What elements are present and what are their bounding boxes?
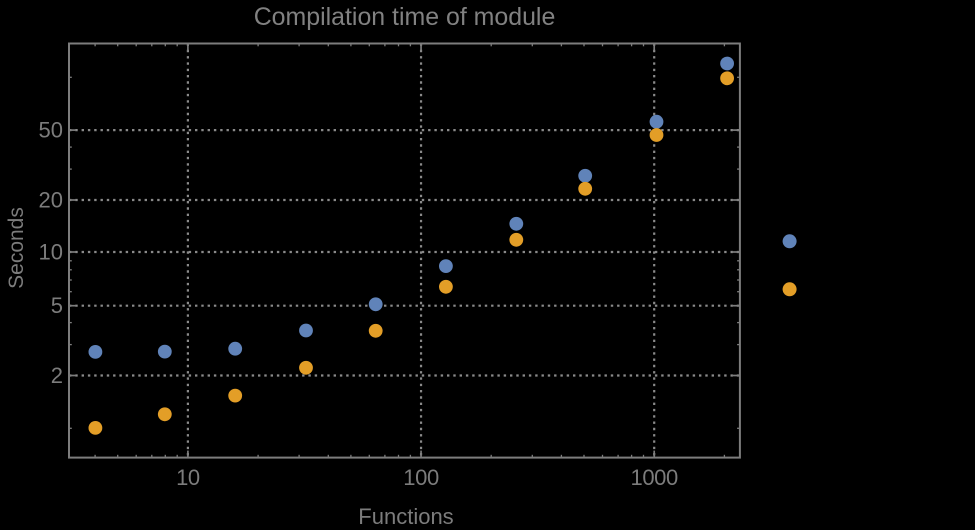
svg-text:5: 5 xyxy=(51,293,63,318)
svg-text:1000: 1000 xyxy=(631,465,679,490)
svg-text:Functions: Functions xyxy=(358,504,453,525)
svg-text:Compilation time of module: Compilation time of module xyxy=(254,3,556,31)
svg-text:10: 10 xyxy=(39,239,63,264)
svg-text:50: 50 xyxy=(39,117,63,142)
svg-text:20: 20 xyxy=(39,187,63,212)
svg-text:100: 100 xyxy=(403,465,439,490)
svg-text:10: 10 xyxy=(176,465,200,490)
svg-text:Seconds: Seconds xyxy=(5,207,28,289)
svg-text:2: 2 xyxy=(51,363,63,388)
